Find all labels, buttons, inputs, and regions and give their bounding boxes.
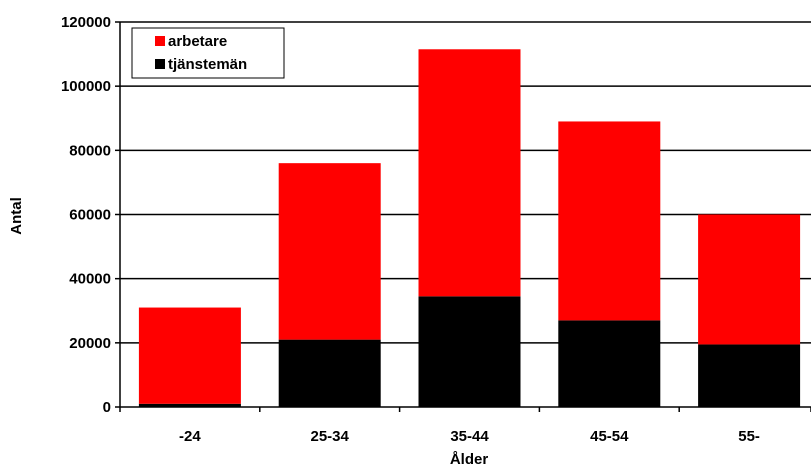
y-tick-label: 80000 <box>69 142 111 159</box>
y-tick-label: 120000 <box>61 14 111 31</box>
y-tick-label: 20000 <box>69 335 111 352</box>
bar-tjänstemän-55- <box>698 344 801 407</box>
legend-swatch-tjanstemaen <box>155 59 165 69</box>
bar-arbetare-25-34 <box>278 163 381 340</box>
y-tick-label: 40000 <box>69 271 111 288</box>
legend-label-arbetare: arbetare <box>168 33 227 50</box>
bar-tjänstemän-35-44 <box>418 296 521 407</box>
x-tick-label: 45-54 <box>590 428 629 445</box>
y-axis-title: Antal <box>8 197 25 235</box>
bar-arbetare-35-44 <box>418 49 521 297</box>
x-tick-label: 55- <box>738 428 760 445</box>
x-tick-label: 25-34 <box>311 428 350 445</box>
x-axis-title: Ålder <box>450 451 489 468</box>
y-tick-labels: 0 20000 40000 60000 80000 100000 120000 <box>61 14 120 416</box>
legend: arbetare tjänstemän <box>131 27 285 79</box>
y-tick-label: 0 <box>103 399 111 416</box>
y-tick-label: 60000 <box>69 207 111 224</box>
bar-arbetare--24 <box>138 307 241 404</box>
y-tick-label: 100000 <box>61 78 111 95</box>
legend-swatch-arbetare <box>155 36 165 46</box>
bar-arbetare-55- <box>698 214 801 345</box>
bar-tjänstemän-45-54 <box>558 320 661 407</box>
bar-tjänstemän-25-34 <box>278 339 381 407</box>
legend-label-tjanstemaen: tjänstemän <box>168 56 247 73</box>
bar-arbetare-45-54 <box>558 121 661 321</box>
bars <box>138 49 801 407</box>
x-tick-labels: -24 25-34 35-44 45-54 55- <box>119 407 811 445</box>
x-tick-label: -24 <box>179 428 201 445</box>
x-tick-label: 35-44 <box>450 428 489 445</box>
bar-tjänstemän--24 <box>138 403 241 407</box>
